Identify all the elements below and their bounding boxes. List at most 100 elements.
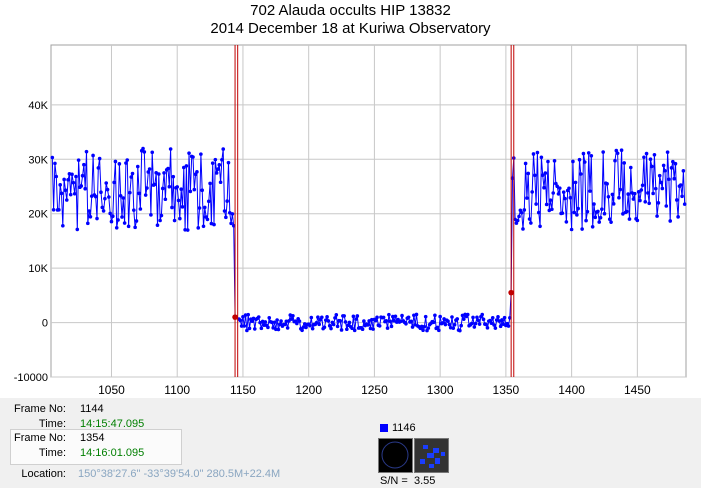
data-point [391, 314, 395, 319]
data-point [678, 183, 683, 187]
data-point [492, 323, 496, 327]
data-point [346, 323, 350, 328]
data-point [149, 213, 153, 217]
data-point [533, 173, 537, 178]
data-point [674, 198, 679, 202]
data-point [184, 164, 189, 168]
data-point [259, 326, 264, 331]
data-point [648, 157, 653, 161]
data-point [322, 325, 327, 330]
data-point [639, 188, 644, 192]
data-point [86, 221, 90, 226]
data-point [116, 218, 120, 222]
data-point [584, 218, 588, 223]
data-point [433, 313, 437, 318]
data-point [448, 325, 453, 330]
data-point [158, 218, 162, 223]
data-point [557, 186, 562, 190]
info-panel: Frame No: 1144 Time: 14:15:47.095 Frame … [0, 398, 701, 488]
time1-value: 14:15:47.095 [80, 418, 145, 430]
data-point [664, 204, 669, 208]
data-point [309, 315, 314, 320]
data-point [596, 209, 600, 214]
data-point [646, 191, 650, 195]
data-point [406, 315, 411, 320]
data-point [498, 324, 503, 329]
data-point [564, 220, 569, 224]
data-point [377, 324, 382, 328]
data-point [54, 174, 59, 179]
data-point [640, 183, 645, 188]
data-point [50, 155, 55, 160]
data-point [531, 152, 536, 156]
data-point [414, 312, 419, 317]
star-thumbnail [378, 438, 413, 473]
data-point [351, 314, 356, 319]
data-point [277, 322, 282, 327]
data-point [167, 184, 172, 189]
data-point [180, 205, 185, 209]
data-point [567, 186, 571, 191]
data-point [262, 323, 266, 327]
data-point [295, 321, 299, 326]
data-point [586, 151, 591, 155]
data-point [548, 198, 553, 202]
data-point [88, 214, 93, 219]
data-point [644, 151, 649, 156]
data-point [224, 215, 228, 220]
data-point [134, 219, 139, 223]
data-point [650, 164, 654, 169]
data-point [539, 155, 544, 160]
data-point [601, 150, 605, 154]
y-tick-label: -10000 [14, 372, 48, 384]
data-point [270, 320, 274, 325]
data-point [124, 161, 128, 165]
plot-area[interactable]: 1050 1100 1150 1200 1250 1300 1350 1400 1450 -100… [0, 0, 701, 398]
data-point [665, 150, 670, 154]
frame2-box [10, 429, 182, 465]
data-point [632, 191, 637, 196]
data-point [110, 214, 115, 219]
data-point [465, 312, 470, 317]
data-point [132, 208, 136, 212]
x-tick-label: 1250 [361, 383, 388, 397]
data-point [360, 327, 365, 332]
data-point [291, 313, 295, 318]
data-point [129, 175, 133, 179]
data-point [581, 151, 586, 156]
frame2-label: Frame No: [14, 432, 66, 444]
data-point [618, 187, 623, 192]
data-point [263, 320, 268, 324]
legend-label: 1146 [392, 422, 416, 434]
frame1-label: Frame No: [14, 403, 66, 415]
data-point [199, 152, 203, 156]
data-point [409, 319, 414, 324]
data-point [271, 326, 275, 330]
data-point [588, 189, 592, 193]
data-point [96, 166, 101, 170]
data-point [103, 196, 107, 201]
data-point [178, 216, 182, 221]
data-point [455, 317, 460, 321]
data-point [188, 189, 193, 194]
data-point [563, 196, 567, 201]
x-tick-label: 1300 [427, 383, 454, 397]
data-point [241, 314, 245, 319]
data-point [661, 163, 666, 168]
data-point [300, 328, 304, 333]
data-point [647, 201, 651, 206]
data-point [652, 152, 657, 157]
location-value: 150°38'27.6" -33°39'54.0" 280.5M+22.4M [78, 468, 281, 480]
data-point [546, 159, 550, 164]
data-point [597, 220, 602, 224]
data-point [555, 184, 559, 189]
data-point [502, 315, 507, 320]
sn-label: S/N = [380, 475, 408, 487]
data-point [153, 182, 157, 187]
data-point [185, 228, 190, 232]
data-point [250, 319, 254, 324]
data-point [66, 177, 70, 182]
data-point [68, 192, 73, 197]
data-point [181, 165, 186, 170]
data-point [168, 147, 173, 151]
